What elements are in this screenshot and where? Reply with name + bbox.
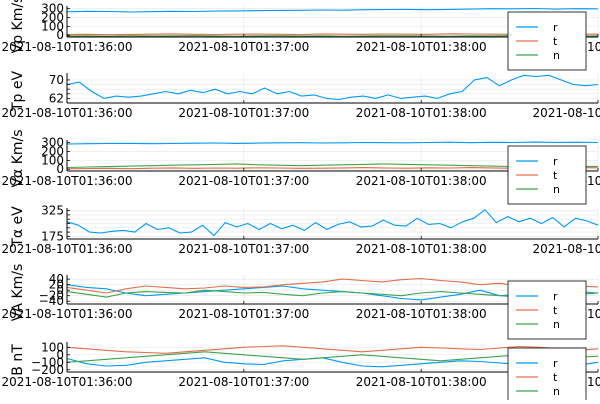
x-tick-label: 2021-08-10T01:36:00 <box>2 106 133 120</box>
y-tick-label: −20 <box>39 289 64 303</box>
y-axis-label: Vα Km/s <box>10 129 26 187</box>
y-tick-label: 20 <box>49 278 64 292</box>
y-tick-label: 70 <box>49 73 64 87</box>
legend-label-r: r <box>553 21 558 34</box>
x-tick-label: 2021-08-10T01:38:00 <box>356 375 487 389</box>
y-tick-label: −100 <box>31 355 64 369</box>
y-axis-label: Vp Km/s <box>10 0 26 53</box>
x-tick-label: 2021-08-10T01:38:00 <box>356 40 487 54</box>
y-tick-label: 300 <box>41 136 64 150</box>
legend: rtn <box>507 347 587 404</box>
y-tick-label: 0 <box>56 348 64 362</box>
y-axis-label: Tp eV <box>10 71 26 113</box>
x-tick-label: 2021-08-10T01:36:00 <box>2 174 133 188</box>
legend-box <box>507 347 587 404</box>
legend-label-n: n <box>553 318 560 331</box>
y-tick-label: 200 <box>41 11 64 25</box>
y-tick-label: 0 <box>56 28 64 42</box>
y-tick-label: −40 <box>39 294 64 308</box>
x-tick-label: 2021-08-10T01:39:00 <box>533 242 600 256</box>
legend-label-n: n <box>553 385 560 398</box>
x-tick-label: 2021-08-10T01:36:00 <box>2 375 133 389</box>
legend: rtn <box>507 11 587 71</box>
legend-label-n: n <box>553 49 560 62</box>
y-tick-label: 325 <box>41 204 64 218</box>
y-axis-label: Tα eV <box>10 206 26 248</box>
panel-4: 175 325 2021-08-10T01:36:00 2021-08-10T01:3… <box>2 204 600 256</box>
x-tick-label: 2021-08-10T01:37:00 <box>178 375 309 389</box>
y-axis-label: B nT <box>10 344 26 376</box>
x-tick-label: 2021-08-10T01:36:00 <box>2 242 133 256</box>
x-tick-label: 2021-08-10T01:36:00 <box>2 307 133 321</box>
y-tick-label: 0 <box>56 283 64 297</box>
legend-label-r: r <box>553 357 558 370</box>
series-line-t <box>66 345 599 354</box>
series-line-data <box>66 74 599 101</box>
x-tick-label: 2021-08-10T01:39:00 <box>533 106 600 120</box>
series-line-r <box>66 7 599 13</box>
series-line-r <box>66 141 599 145</box>
x-tick-label: 2021-08-10T01:37:00 <box>178 307 309 321</box>
legend-label-r: r <box>553 155 558 168</box>
y-tick-label: 175 <box>41 229 64 243</box>
y-tick-label: −200 <box>31 363 64 377</box>
x-tick-label: 2021-08-10T01:37:00 <box>178 40 309 54</box>
y-tick-label: 62 <box>49 91 64 105</box>
x-tick-label: 2021-08-10T01:36:00 <box>2 40 133 54</box>
y-axis-label: VA Km/s <box>10 264 26 322</box>
x-tick-label: 2021-08-10T01:38:00 <box>356 307 487 321</box>
legend: rtn <box>507 280 587 340</box>
series-line-data <box>66 209 599 237</box>
x-tick-label: 2021-08-10T01:38:00 <box>356 106 487 120</box>
y-tick-label: 100 <box>41 340 64 354</box>
x-tick-label: 2021-08-10T01:37:00 <box>178 242 309 256</box>
legend: rtn <box>507 145 587 205</box>
y-tick-label: 300 <box>41 2 64 16</box>
y-tick-label: 200 <box>41 145 64 159</box>
y-tick-label: 100 <box>41 153 64 167</box>
y-tick-label: 100 <box>41 19 64 33</box>
legend-label-n: n <box>553 183 560 196</box>
legend-label-t: t <box>553 35 558 48</box>
x-tick-label: 2021-08-10T01:38:00 <box>356 174 487 188</box>
y-tick-label: 0 <box>56 162 64 176</box>
panel-2: 62 70 2021-08-10T01:36:00 2021-08-10T01:37:… <box>2 71 600 120</box>
x-tick-label: 2021-08-10T01:37:00 <box>178 174 309 188</box>
y-tick-label: 40 <box>49 272 64 286</box>
x-tick-label: 2021-08-10T01:37:00 <box>178 106 309 120</box>
legend-label-t: t <box>553 304 558 317</box>
legend-label-t: t <box>553 169 558 182</box>
legend-label-r: r <box>553 290 558 303</box>
x-tick-label: 2021-08-10T01:38:00 <box>356 242 487 256</box>
legend-label-t: t <box>553 371 558 384</box>
